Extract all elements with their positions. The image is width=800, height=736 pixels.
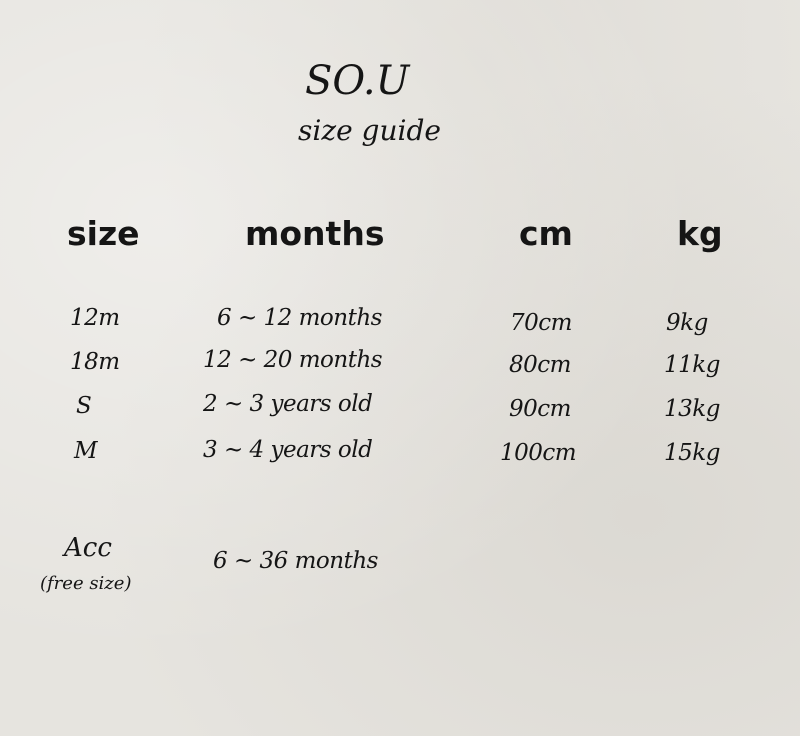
accessory-note: (free size) xyxy=(40,573,132,594)
header-size: size xyxy=(67,214,140,253)
cm-cell: 80cm xyxy=(509,352,571,378)
header-kg: kg xyxy=(677,214,723,253)
accessory-age: 6 ~ 36 months xyxy=(213,548,378,574)
age-cell: 12 ~ 20 months xyxy=(203,347,383,373)
brand-title: SO.U xyxy=(305,58,410,104)
age-cell: 6 ~ 12 months xyxy=(217,305,382,331)
cm-cell: 90cm xyxy=(509,396,571,422)
kg-cell: 13kg xyxy=(664,396,720,422)
size-cell: M xyxy=(74,438,98,464)
kg-cell: 9kg xyxy=(666,310,708,336)
size-cell: 12m xyxy=(70,305,120,331)
size-cell: 18m xyxy=(70,349,120,375)
age-cell: 2 ~ 3 years old xyxy=(203,391,373,417)
page-subtitle: size guide xyxy=(298,114,441,147)
header-months: months xyxy=(245,214,385,253)
accessory-size: Acc xyxy=(64,533,112,563)
kg-cell: 11kg xyxy=(664,352,720,378)
kg-cell: 15kg xyxy=(664,440,720,466)
size-cell: S xyxy=(76,393,92,419)
header-cm: cm xyxy=(519,214,573,253)
age-cell: 3 ~ 4 years old xyxy=(203,437,373,463)
cm-cell: 70cm xyxy=(510,310,572,336)
cm-cell: 100cm xyxy=(500,440,577,466)
